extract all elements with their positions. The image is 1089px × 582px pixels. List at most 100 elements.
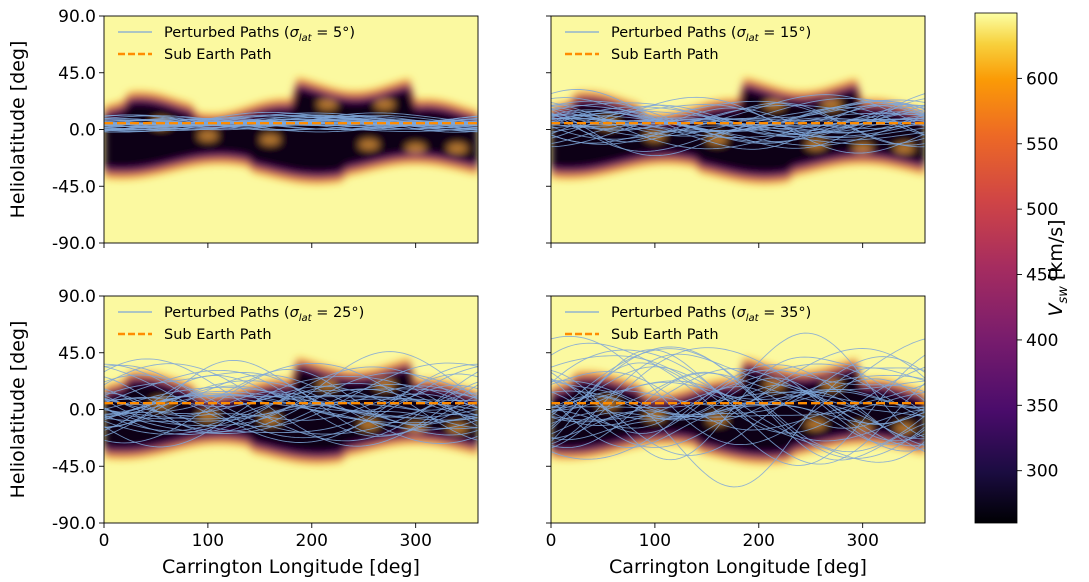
legend-perturbed-label: Perturbed Paths (σlat = 5°) <box>164 25 355 44</box>
colorbar-tick-label: 450 <box>1026 266 1058 286</box>
y-axis-label: Heliolatitude [deg] <box>7 41 29 219</box>
x-tick-label: 300 <box>846 531 878 551</box>
perturbed-path-line <box>551 377 925 425</box>
perturbed-path-line <box>104 372 478 432</box>
x-tick-label: 100 <box>639 531 671 551</box>
perturbed-path-line <box>551 94 925 140</box>
x-tick-label: 0 <box>99 531 110 551</box>
panel-bottom-left: 90.0 45.0 0.0 -45.0 -90.00 100 200 300 Heliolati… <box>7 287 479 578</box>
perturbed-path-line <box>104 371 478 436</box>
perturbed-path-line <box>551 366 925 408</box>
colorbar-tick-label: 350 <box>1026 396 1058 416</box>
perturbed-path-line <box>104 398 478 420</box>
perturbed-path-line <box>551 113 925 127</box>
perturbed-path-line <box>551 390 925 418</box>
y-tick-label: 0.0 <box>69 121 96 141</box>
perturbed-path-line <box>104 374 478 435</box>
colorbar: 300 350 400 450 500 550 600 Vsw [km/s] <box>974 12 1071 524</box>
y-axis-label: Heliolatitude [deg] <box>7 321 29 499</box>
legend-sub-earth-label: Sub Earth Path <box>611 47 719 63</box>
perturbed-path-line <box>551 96 925 141</box>
perturbed-path-line <box>551 100 925 148</box>
perturbed-path-line <box>551 112 925 132</box>
perturbed-path-line <box>551 372 925 449</box>
perturbed-path-line <box>104 385 478 406</box>
perturbed-path-line <box>104 351 478 427</box>
heatmap-field <box>104 16 478 243</box>
panel-top-right: Perturbed Paths (σlat = 15°) Sub Earth Pa… <box>546 15 926 248</box>
colorbar-tick-label: 500 <box>1026 200 1058 220</box>
panel-top-left: 90.0 45.0 0.0 -45.0 -90.0 Heliolatitude [deg]… <box>7 7 479 254</box>
perturbed-path-line <box>551 371 925 423</box>
y-tick-label: -45.0 <box>52 177 96 197</box>
perturbed-path-line <box>104 374 478 430</box>
perturbed-path-line <box>551 347 925 452</box>
panel-bottom-right: 0 100 200 300 Carrington Longitude [deg] Pert… <box>546 295 926 578</box>
legend-perturbed-label: Perturbed Paths (σlat = 25°) <box>164 305 364 324</box>
perturbed-path-line <box>104 369 478 426</box>
colorbar-bar <box>974 12 1018 524</box>
perturbed-path-line <box>551 363 925 426</box>
perturbed-path-line <box>551 99 925 137</box>
legend: Perturbed Paths (σlat = 15°) Sub Earth Pa… <box>565 25 811 63</box>
perturbed-path-line <box>551 97 925 149</box>
legend-perturbed-label: Perturbed Paths (σlat = 15°) <box>611 25 811 44</box>
perturbed-paths <box>104 351 478 448</box>
x-tick-label: 200 <box>743 531 775 551</box>
perturbed-path-line <box>551 349 925 463</box>
x-axis-label: Carrington Longitude [deg] <box>609 556 867 578</box>
perturbed-path-line <box>551 349 925 465</box>
perturbed-path-line <box>104 363 478 447</box>
legend: Perturbed Paths (σlat = 35°) Sub Earth Pa… <box>565 305 811 343</box>
perturbed-path-line <box>104 114 478 131</box>
perturbed-path-line <box>551 105 925 143</box>
perturbed-path-line <box>104 385 478 411</box>
perturbed-path-line <box>551 346 925 459</box>
x-axis-label: Carrington Longitude [deg] <box>162 556 420 578</box>
perturbed-path-line <box>551 364 925 460</box>
legend: Perturbed Paths (σlat = 25°) Sub Earth Pa… <box>118 305 364 343</box>
legend-perturbed-label: Perturbed Paths (σlat = 35°) <box>611 305 811 324</box>
colorbar-tick-label: 550 <box>1026 135 1058 155</box>
perturbed-path-line <box>104 114 478 133</box>
perturbed-path-line <box>551 353 925 447</box>
x-tick-label: 0 <box>546 531 557 551</box>
perturbed-path-line <box>551 348 925 453</box>
perturbed-path-line <box>551 112 925 132</box>
perturbed-path-line <box>551 342 925 466</box>
y-tick-label: 90.0 <box>58 7 96 27</box>
y-tick-label: -90.0 <box>52 514 96 534</box>
perturbed-path-line <box>551 100 925 143</box>
y-tick-label: -45.0 <box>52 457 96 477</box>
legend-sub-earth-label: Sub Earth Path <box>164 327 272 343</box>
colorbar-ticks: 300 350 400 450 500 550 600 <box>1017 69 1058 482</box>
colorbar-tick-label: 400 <box>1026 331 1058 351</box>
colorbar-tick-label: 600 <box>1026 69 1058 89</box>
y-tick-label: 45.0 <box>58 64 96 84</box>
legend: Perturbed Paths (σlat = 5°) Sub Earth Pat… <box>118 25 355 63</box>
perturbed-path-line <box>104 392 478 433</box>
y-tick-label: 45.0 <box>58 344 96 364</box>
perturbed-path-line <box>551 380 925 416</box>
colorbar-tick-label: 300 <box>1026 462 1058 482</box>
heatmap-field <box>551 16 925 243</box>
x-tick-label: 300 <box>399 531 431 551</box>
x-tick-label: 200 <box>296 531 328 551</box>
legend-sub-earth-label: Sub Earth Path <box>164 47 272 63</box>
heatmap-field <box>551 296 925 523</box>
perturbed-path-line <box>104 358 478 442</box>
perturbed-path-line <box>551 371 925 461</box>
x-tick-label: 100 <box>192 531 224 551</box>
perturbed-path-line <box>104 375 478 448</box>
perturbed-path-line <box>551 355 925 434</box>
perturbed-path-line <box>551 335 925 446</box>
y-tick-label: 90.0 <box>58 287 96 307</box>
perturbed-path-line <box>104 362 478 428</box>
perturbed-path-line <box>104 117 478 127</box>
legend-sub-earth-label: Sub Earth Path <box>611 327 719 343</box>
perturbed-path-line <box>104 393 478 421</box>
perturbed-path-line <box>104 119 478 126</box>
colorbar-label: Vsw [km/s] <box>1045 219 1071 316</box>
y-tick-label: 0.0 <box>69 401 96 421</box>
